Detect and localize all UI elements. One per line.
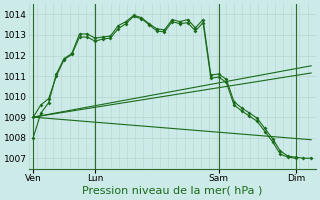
X-axis label: Pression niveau de la mer( hPa ): Pression niveau de la mer( hPa ) (82, 186, 262, 196)
